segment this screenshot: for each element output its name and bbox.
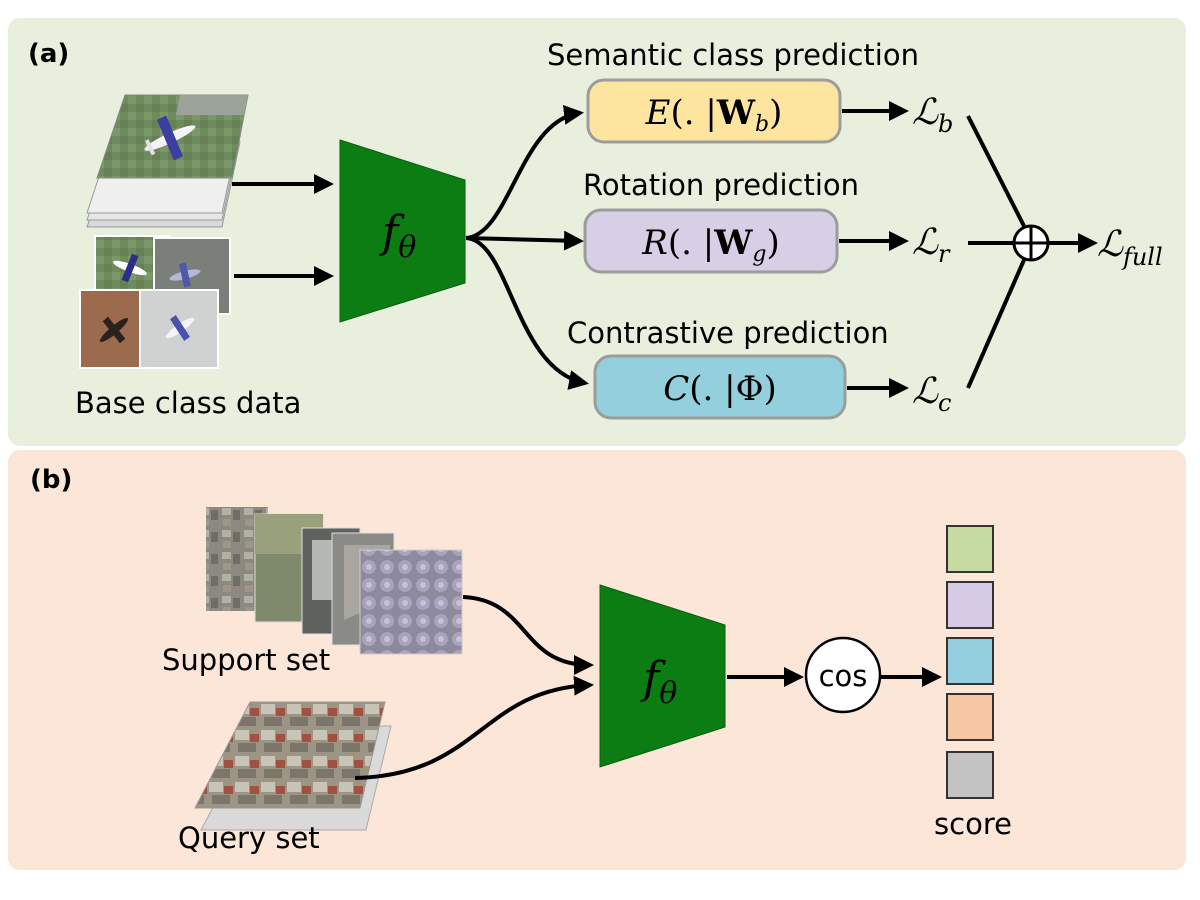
encoder-trapezoid-b — [599, 584, 726, 768]
cos-node — [804, 636, 882, 714]
loss-contrastive: ℒc — [912, 371, 951, 417]
semantic-head-box — [586, 78, 842, 144]
loss-rotation: ℒr — [912, 222, 951, 268]
contrastive-head-title: Contrastive prediction — [567, 316, 889, 350]
rotation-head-formula: R(. |Wg) — [641, 223, 780, 267]
score-box — [946, 693, 994, 741]
cos-label: cos — [819, 659, 868, 693]
base-class-caption: Base class data — [75, 386, 301, 420]
curve-support-to-encoder — [462, 595, 594, 675]
airplane-icon — [165, 315, 195, 341]
panel-a-label: (a) — [28, 39, 69, 69]
base-image-stack-top — [86, 94, 249, 228]
loss-full: ℒfull — [1097, 224, 1163, 271]
semantic-head-title: Semantic class prediction — [547, 38, 919, 72]
loss-semantic: ℒb — [912, 92, 953, 138]
support-image-stack — [206, 507, 463, 655]
query-set-caption: Query set — [178, 821, 320, 855]
branch-to-semantic — [465, 104, 584, 240]
airplane-icon — [113, 253, 147, 283]
score-box — [946, 751, 994, 799]
semantic-head-formula: E(. |Wb) — [645, 93, 783, 137]
line-lb-to-sum — [966, 115, 1026, 227]
support-set-caption: Support set — [162, 643, 330, 677]
panel-b-label: (b) — [30, 465, 72, 495]
score-caption: score — [934, 807, 1012, 841]
rotation-head-title: Rotation prediction — [583, 168, 859, 202]
score-column — [946, 525, 994, 799]
query-image-stack — [194, 701, 392, 831]
airplane-icon — [144, 115, 196, 161]
branch-to-contrastive — [465, 236, 589, 390]
score-box — [946, 525, 994, 573]
encoder-trapezoid-a — [339, 139, 466, 323]
line-lc-to-sum — [966, 259, 1026, 389]
score-box — [946, 581, 994, 629]
base-image-group-bottom — [79, 235, 231, 369]
sum-icon — [1012, 224, 1050, 262]
rotation-head-box — [583, 208, 839, 274]
airplane-icon — [169, 262, 201, 288]
airplane-icon — [99, 316, 129, 344]
contrastive-head-box — [593, 354, 847, 420]
score-box — [946, 637, 994, 685]
curve-query-to-encoder — [354, 675, 594, 780]
contrastive-head-formula: C(. |Φ) — [663, 369, 777, 409]
branch-to-rotation — [465, 230, 584, 251]
